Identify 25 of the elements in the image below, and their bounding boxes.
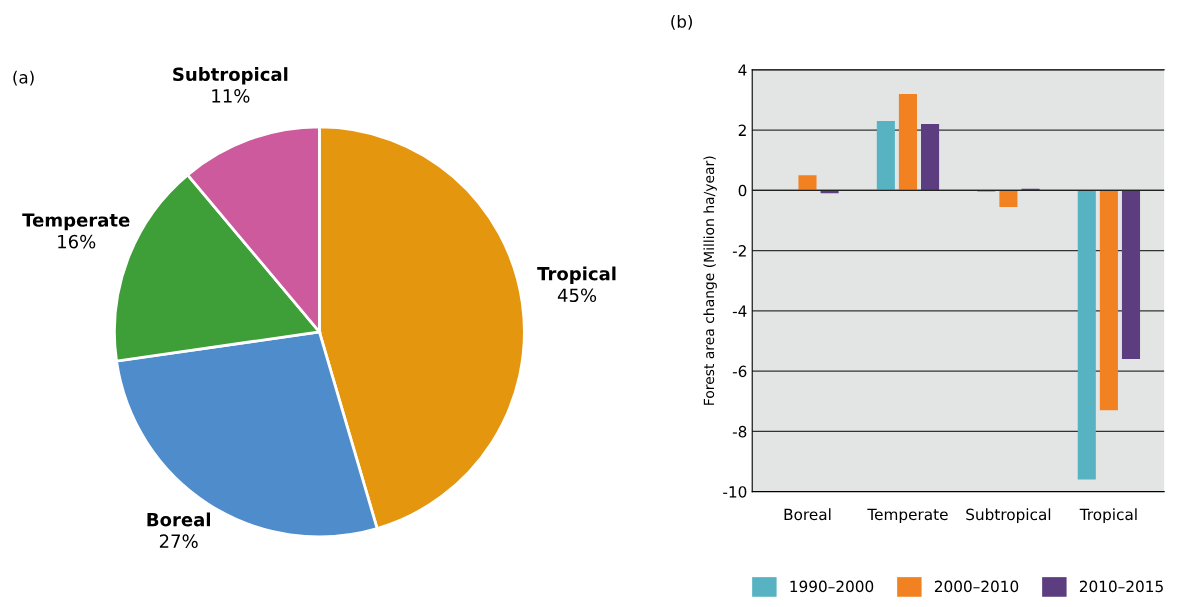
data-label: 11% xyxy=(212,89,250,103)
legend-label: 1990–2000 xyxy=(790,580,874,593)
x-tick-label: Boreal xyxy=(784,508,831,521)
x-tick-label: Subtropical xyxy=(966,508,1051,524)
y-tick-label: -8 xyxy=(732,425,747,438)
chart-title: (b) xyxy=(671,14,692,30)
slice-label: Subtropical xyxy=(173,67,288,85)
data-label: 27% xyxy=(159,534,198,549)
y-tick-label: -4 xyxy=(732,305,747,317)
legend-label: 2000–2010 xyxy=(934,580,1019,593)
slice-label: Temperate xyxy=(22,213,130,231)
legend-label: 2010–2015 xyxy=(1079,580,1163,593)
y-tick-label: -10 xyxy=(723,486,747,498)
data-label: 16% xyxy=(58,234,96,249)
y-tick-label: -6 xyxy=(732,365,747,378)
chart-title: (a) xyxy=(13,70,34,86)
y-tick-label: 2 xyxy=(738,124,746,136)
slice-label: Tropical xyxy=(537,266,616,284)
data-label: 45% xyxy=(557,288,597,303)
y-tick-label: 4 xyxy=(738,64,747,76)
y-tick-label: 0 xyxy=(738,184,747,197)
y-tick-label: -2 xyxy=(732,245,746,257)
x-tick-label: Temperate xyxy=(867,508,948,524)
x-tick-label: Tropical xyxy=(1079,508,1137,524)
y-axis-title: Forest area change (Million ha/year) xyxy=(703,156,717,405)
